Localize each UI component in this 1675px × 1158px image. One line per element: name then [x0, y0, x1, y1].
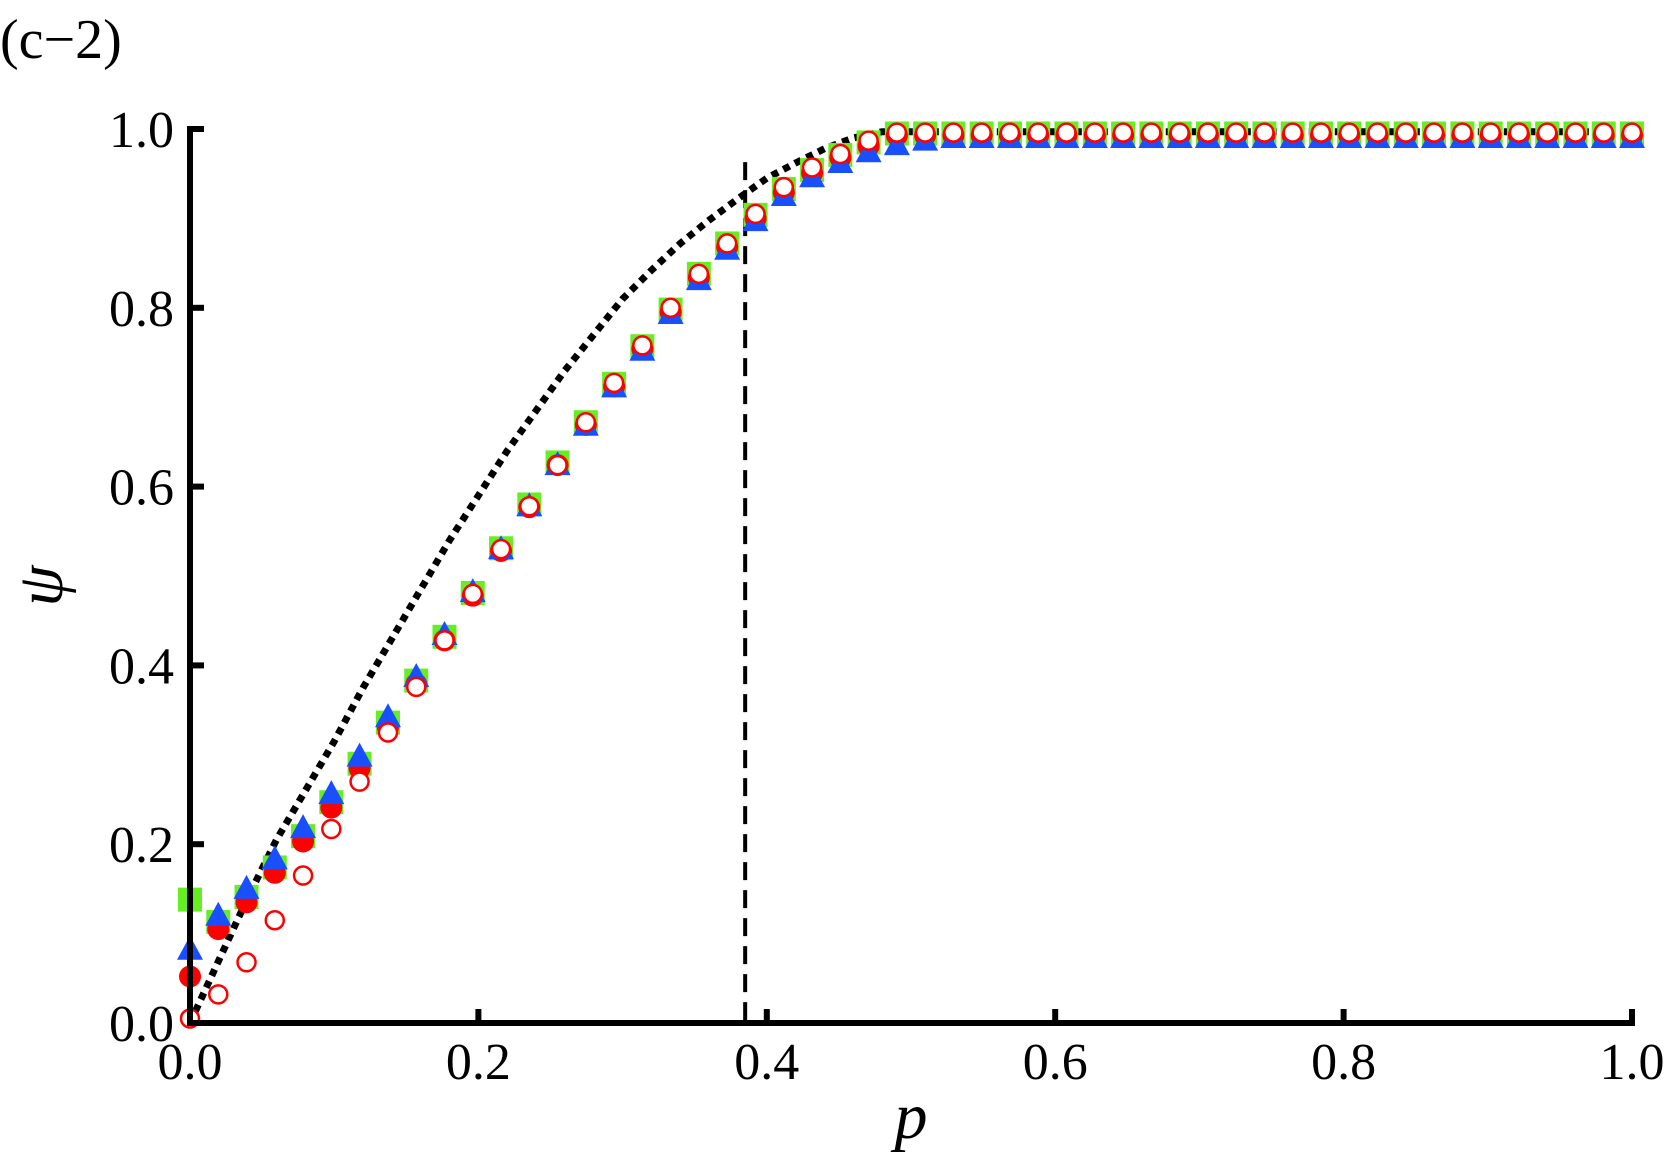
data-point-open-circle — [858, 130, 879, 151]
data-point-triangle — [290, 814, 317, 839]
x-tick-label: 0.0 — [158, 1034, 223, 1091]
data-point-open-circle — [1141, 122, 1162, 143]
data-point-open-circle — [745, 203, 766, 225]
theory-curve — [186, 128, 1632, 1025]
data-point-open-circle — [547, 454, 568, 476]
data-point-open-circle — [1423, 122, 1445, 143]
series-filled-circle — [179, 124, 1643, 988]
x-tick-label: 0.2 — [446, 1034, 511, 1091]
y-tick-label: 0.2 — [109, 817, 174, 874]
plot-area — [177, 121, 1645, 1029]
data-point-open-circle — [1508, 122, 1530, 143]
data-point-open-circle — [830, 143, 851, 165]
data-point-open-circle — [1593, 122, 1614, 143]
data-point-open-circle — [519, 496, 540, 517]
data-point-open-circle — [660, 297, 681, 319]
data-point-open-circle — [603, 372, 625, 394]
data-point-triangle — [346, 742, 373, 767]
data-point-open-circle — [236, 951, 257, 973]
data-point-open-circle — [1056, 122, 1077, 143]
data-point-open-circle — [405, 676, 427, 698]
data-point-triangle — [233, 874, 260, 899]
data-point-open-circle — [914, 122, 936, 143]
data-point-open-circle — [1254, 122, 1275, 143]
y-tick-label: 0.0 — [109, 996, 174, 1053]
y-tick-label: 1.0 — [109, 102, 174, 159]
data-point-open-circle — [434, 630, 455, 651]
x-tick-label: 0.6 — [1023, 1034, 1088, 1091]
x-tick-label: 0.8 — [1311, 1034, 1376, 1091]
data-point-open-circle — [377, 722, 399, 743]
data-point-triangle — [261, 845, 288, 870]
x-tick-label: 0.4 — [734, 1034, 799, 1091]
data-point-open-circle — [1282, 122, 1303, 143]
data-point-open-circle — [1112, 122, 1134, 143]
data-point-open-circle — [490, 538, 512, 560]
series-triangle — [177, 123, 1645, 960]
x-axis-ticks: 0.0 0.2 0.4 0.6 0.8 1.0 — [158, 1009, 1665, 1091]
data-point-triangle — [205, 901, 232, 926]
data-point-open-circle — [1621, 122, 1643, 143]
y-tick-label: 0.4 — [109, 638, 174, 695]
series-square — [178, 121, 1644, 934]
data-point-open-circle — [208, 984, 229, 1005]
data-point-open-circle — [999, 122, 1021, 143]
data-point-open-circle — [632, 335, 653, 356]
data-point-open-circle — [1452, 122, 1473, 143]
data-point-open-circle — [321, 818, 342, 840]
series-open-circle — [179, 122, 1643, 1029]
data-point-open-circle — [688, 263, 710, 285]
data-point-open-circle — [1367, 122, 1388, 143]
data-point-open-circle — [462, 583, 484, 605]
data-point-open-circle — [575, 411, 597, 433]
y-tick-label: 0.8 — [109, 281, 174, 338]
data-point-open-circle — [716, 233, 738, 254]
panel-label: (c−2) — [0, 9, 122, 71]
data-point-triangle — [318, 780, 345, 805]
data-point-open-circle — [1225, 122, 1247, 143]
data-point-open-circle — [1480, 122, 1501, 143]
x-tick-label: 1.0 — [1600, 1034, 1665, 1091]
y-tick-label: 0.6 — [109, 460, 174, 517]
x-axis-title: p — [891, 1080, 928, 1153]
data-point-open-circle — [1395, 122, 1417, 143]
data-point-open-circle — [349, 771, 370, 792]
data-point-open-circle — [264, 909, 286, 931]
data-point-open-circle — [1027, 122, 1049, 143]
data-point-open-circle — [1084, 122, 1106, 143]
data-point-open-circle — [943, 122, 964, 143]
data-point-open-circle — [292, 865, 314, 886]
data-point-open-circle — [886, 122, 908, 143]
data-point-triangle — [883, 131, 910, 156]
data-point-open-circle — [773, 176, 795, 198]
data-point-open-circle — [1310, 122, 1332, 143]
data-point-open-circle — [1197, 122, 1219, 143]
data-point-open-circle — [1565, 122, 1586, 143]
y-axis-title: ψ — [4, 565, 77, 607]
data-point-triangle — [374, 703, 401, 728]
data-point-open-circle — [1536, 122, 1558, 143]
data-point-open-circle — [801, 157, 823, 178]
data-point-open-circle — [971, 122, 992, 143]
data-point-open-circle — [1338, 122, 1360, 143]
data-point-open-circle — [1169, 122, 1190, 143]
